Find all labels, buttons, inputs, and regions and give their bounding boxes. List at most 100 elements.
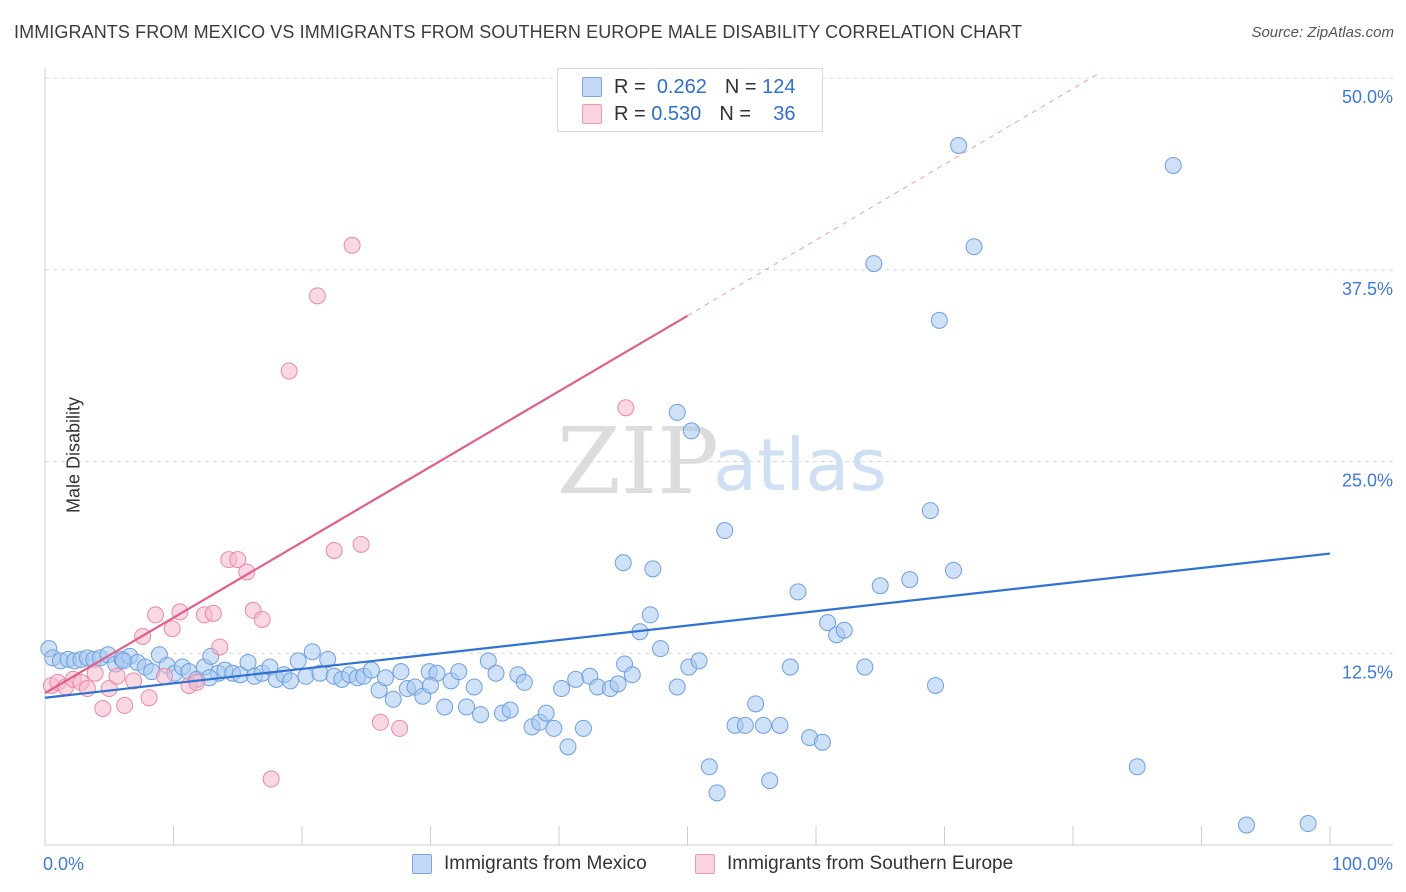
mexico-point-69	[537, 704, 555, 722]
mexico-point-62	[487, 664, 505, 682]
mexico-point-106	[901, 571, 919, 589]
mexico-point-113	[1128, 758, 1146, 776]
legend-swatch-mexico	[582, 77, 602, 97]
mexico-point-115	[1237, 816, 1255, 834]
mexico-point-110	[944, 561, 962, 579]
southern-europe-point-9	[108, 667, 126, 685]
legend-row-mexico: R = 0.262 N = 124	[582, 74, 796, 100]
mexico-point-116	[1299, 815, 1317, 833]
mexico-point-117	[668, 403, 686, 421]
mexico-point-100	[819, 614, 837, 632]
mexico-point-80	[623, 666, 641, 684]
mexico-point-121	[422, 676, 439, 694]
mexico-point-102	[835, 621, 853, 639]
mexico-point-37	[303, 643, 321, 661]
southern-europe-point-10	[116, 696, 134, 714]
trend-line-southern-europe	[44, 314, 689, 695]
mexico-point-71	[553, 680, 571, 698]
mexico-point-109	[930, 311, 948, 329]
southern-europe-point-32	[343, 236, 361, 254]
southern-europe-point-15	[156, 667, 174, 685]
southern-europe-point-28	[262, 770, 280, 788]
southern-europe-point-30	[308, 287, 326, 305]
mexico-point-95	[771, 716, 789, 734]
mexico-point-66	[515, 673, 533, 691]
legend-row-southern-europe: R = 0.530 N = 36	[582, 101, 795, 127]
mexico-point-103	[856, 658, 874, 676]
mexico-point-104	[865, 255, 883, 273]
southern-europe-point-34	[371, 713, 389, 731]
mexico-point-55	[436, 698, 454, 716]
mexico-point-99	[813, 733, 831, 751]
mexico-point-87	[700, 758, 718, 776]
mexico-point-112	[965, 238, 983, 256]
y-axis-label: Male Disability	[63, 396, 84, 514]
mexico-point-86	[690, 652, 708, 670]
legend-r-value: 0.262	[656, 75, 707, 98]
southern-europe-point-33	[352, 535, 370, 553]
series-southern-europe-points	[42, 236, 635, 788]
source-label: Source: ZipAtlas.com	[1251, 24, 1394, 41]
mexico-point-34	[281, 672, 299, 690]
legend-r-label: R =	[614, 75, 646, 98]
mexico-point-114	[1164, 156, 1182, 174]
y-tick-label-1: 25.0%	[1342, 471, 1393, 491]
bottom-legend-southern-europe: Immigrants from Southern Europe	[695, 851, 1013, 877]
mexico-point-48	[384, 690, 402, 708]
x-tick-label-min: 0.0%	[43, 854, 84, 874]
chart-title: IMMIGRANTS FROM MEXICO VS IMMIGRANTS FRO…	[14, 22, 1023, 42]
mexico-point-57	[450, 663, 468, 681]
watermark-atlas: atlas	[713, 423, 887, 507]
southern-europe-point-24	[229, 551, 247, 569]
legend-r-label: R =	[614, 102, 646, 125]
southern-europe-point-16	[163, 620, 181, 638]
mexico-point-28	[239, 653, 257, 671]
mexico-point-49	[392, 663, 410, 681]
legend-n-label: N =	[719, 102, 751, 125]
southern-europe-point-35	[391, 719, 409, 737]
mexico-point-61	[479, 652, 497, 670]
trend-line-mexico	[44, 552, 1331, 699]
mexico-point-97	[789, 583, 807, 601]
southern-europe-point-36	[617, 399, 635, 417]
y-tick-label-2: 37.5%	[1342, 279, 1393, 299]
southern-europe-point-27	[253, 611, 271, 629]
mexico-point-91	[736, 716, 754, 734]
legend-n-label: N =	[724, 75, 757, 98]
grid-lines	[45, 77, 1393, 654]
mexico-point-78	[609, 675, 627, 693]
mexico-point-72	[559, 738, 577, 756]
mexico-point-119	[614, 554, 632, 572]
mexico-point-39	[319, 650, 337, 668]
mexico-point-120	[644, 560, 662, 578]
southern-europe-point-14	[147, 606, 165, 624]
x-tick-label-max: 100.0%	[1332, 854, 1393, 874]
mexico-point-123	[114, 652, 132, 670]
mexico-point-45	[362, 661, 380, 679]
mexico-point-118	[682, 422, 700, 440]
mexico-point-107	[921, 502, 939, 520]
mexico-point-89	[716, 522, 734, 540]
mexico-point-82	[641, 606, 659, 624]
axes	[44, 68, 1393, 846]
mexico-point-73	[567, 670, 585, 688]
mexico-point-58	[457, 698, 475, 716]
bottom-legend-swatch-southern-europe	[695, 854, 715, 874]
mexico-point-84	[668, 678, 686, 696]
watermark: ZIP atlas	[557, 408, 887, 515]
mexico-point-96	[781, 658, 799, 676]
bottom-legend-label-southern-europe: Immigrants from Southern Europe	[727, 853, 1014, 874]
mexico-point-60	[472, 706, 490, 724]
bottom-legend-mexico: Immigrants from Mexico	[412, 851, 647, 877]
bottom-legend-swatch-mexico	[412, 854, 432, 874]
southern-europe-point-7	[94, 699, 112, 717]
bottom-legend-label-mexico: Immigrants from Mexico	[444, 853, 647, 874]
southern-europe-point-29	[280, 362, 298, 380]
mexico-point-94	[761, 772, 779, 790]
southern-europe-point-31	[325, 541, 343, 559]
mexico-point-105	[871, 577, 889, 595]
trend-lines	[44, 72, 1331, 699]
mexico-point-111	[950, 136, 968, 154]
mexico-point-47	[377, 669, 395, 687]
